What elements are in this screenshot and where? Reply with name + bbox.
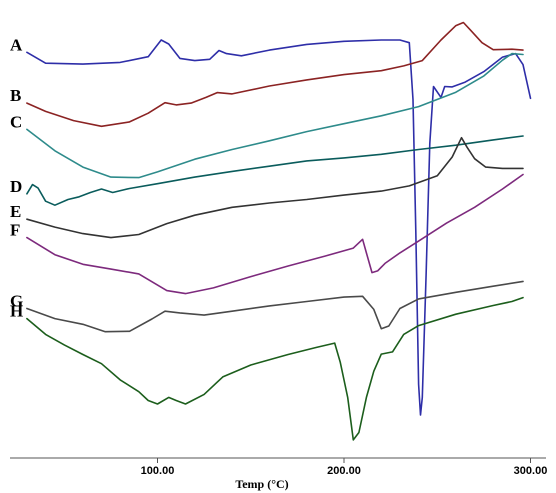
curves-layer (26, 21, 532, 441)
x-axis: 100.00 200.00 300.00 Temp (°C) (10, 457, 548, 491)
series-line-a (26, 39, 532, 416)
series-line-g (26, 280, 524, 333)
series-line-b (26, 21, 524, 128)
series-line-e (26, 136, 524, 239)
curve-labels-layer: A BC DEF GH (10, 35, 23, 320)
x-axis-title: Temp (°C) (235, 477, 288, 491)
series-line-d (26, 135, 524, 206)
curve-label-a: A (10, 35, 23, 54)
curve-label-g: G (10, 292, 23, 311)
curve-label-f: F (10, 221, 20, 240)
curve-label-d: D (10, 177, 22, 196)
x-tick-label: 300.00 (514, 465, 548, 477)
x-axis-ticks: 100.00 200.00 300.00 (141, 458, 548, 477)
series-line-f (26, 173, 524, 295)
x-tick-label: 100.00 (141, 465, 175, 477)
curve-label-b: B (10, 86, 21, 105)
series-line-h (26, 296, 524, 441)
curve-label-c: C (10, 112, 22, 131)
series-line-c (26, 52, 524, 179)
x-tick-label: 200.00 (327, 465, 361, 477)
curve-label-e: E (10, 202, 21, 221)
curve-label-h: H (10, 302, 23, 321)
